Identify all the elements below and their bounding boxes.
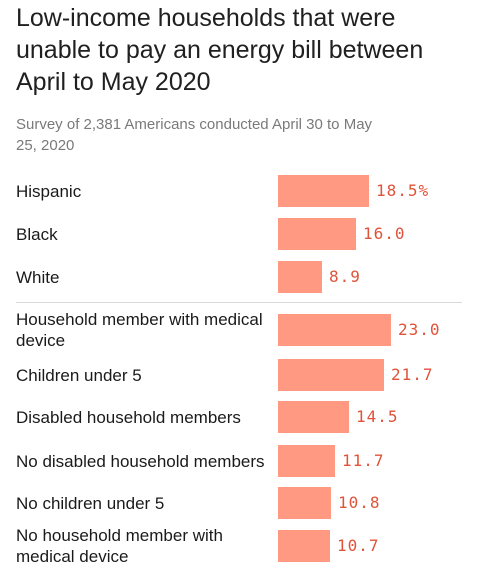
value-label: 21.7 bbox=[391, 365, 434, 384]
value-label: 11.7 bbox=[342, 451, 385, 470]
category-label: Disabled household members bbox=[16, 407, 241, 427]
category-label: White bbox=[16, 267, 60, 287]
category-label: No disabled household members bbox=[16, 451, 265, 471]
bar bbox=[278, 401, 349, 433]
category-label: Hispanic bbox=[16, 181, 82, 201]
value-label: 14.5 bbox=[356, 407, 399, 426]
chart-title: Low-income households that were unable t… bbox=[16, 4, 424, 96]
category-label: Black bbox=[16, 224, 58, 244]
bar bbox=[278, 175, 369, 207]
bar bbox=[278, 530, 330, 562]
chart-subtitle: Survey of 2,381 Americans conducted Apri… bbox=[16, 116, 373, 154]
bar bbox=[278, 359, 384, 391]
category-label: No household member with medical device bbox=[16, 526, 223, 566]
group-divider bbox=[16, 302, 462, 303]
value-label: 16.0 bbox=[363, 224, 406, 243]
value-label: 10.8 bbox=[338, 493, 381, 512]
category-label: Children under 5 bbox=[16, 365, 142, 385]
category-label: Household member with medical device bbox=[16, 310, 263, 350]
value-label: 10.7 bbox=[337, 536, 380, 555]
value-label: 23.0 bbox=[398, 320, 441, 339]
bar bbox=[278, 445, 335, 477]
bar bbox=[278, 218, 356, 250]
bar bbox=[278, 487, 331, 519]
value-label: 18.5% bbox=[376, 181, 430, 200]
value-label: 8.9 bbox=[329, 267, 361, 286]
bar bbox=[278, 261, 322, 293]
bar bbox=[278, 314, 391, 346]
category-label: No children under 5 bbox=[16, 493, 165, 513]
